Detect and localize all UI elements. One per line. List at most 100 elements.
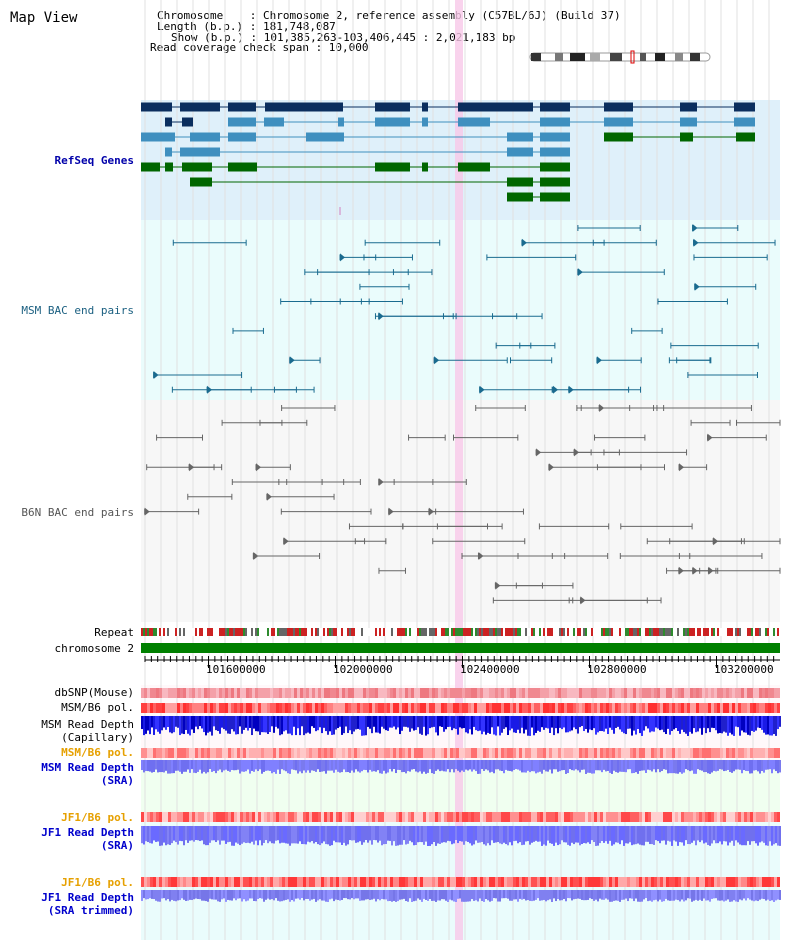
track-label-jf1-depth[interactable]: JF1 Read Depth xyxy=(41,826,134,839)
depth-bar xyxy=(755,760,757,771)
heat-cell xyxy=(414,703,417,713)
depth-bar xyxy=(525,890,527,901)
depth-bar xyxy=(279,826,281,844)
depth-bar xyxy=(757,826,759,846)
heat-cell xyxy=(375,877,378,887)
heat-cell xyxy=(399,877,402,887)
depth-bar xyxy=(625,760,627,773)
depth-bar xyxy=(699,716,701,729)
track-label-msm-pol-2[interactable]: MSM/B6 pol. xyxy=(61,746,134,759)
heat-cell xyxy=(534,748,537,758)
repeat-mark xyxy=(583,628,585,636)
depth-bar xyxy=(723,890,725,902)
repeat-mark xyxy=(573,628,575,636)
heat-cell xyxy=(546,877,549,887)
heat-cell xyxy=(675,703,678,713)
heat-cell xyxy=(246,688,249,698)
depth-bar xyxy=(587,890,589,900)
heat-cell xyxy=(453,877,456,887)
depth-bar xyxy=(331,716,333,735)
heat-cell xyxy=(261,748,264,758)
depth-bar xyxy=(435,716,437,733)
heat-cell xyxy=(459,688,462,698)
track-label-msm-sra[interactable]: MSM Read Depth xyxy=(41,761,134,774)
track-label-b6n-bac[interactable]: B6N BAC end pairs xyxy=(21,506,134,519)
depth-bar xyxy=(575,890,577,899)
heat-cell xyxy=(756,703,759,713)
heat-cell xyxy=(177,812,180,822)
heat-cell xyxy=(777,812,780,822)
track-label-msm-pol[interactable]: MSM/B6 pol. xyxy=(61,701,134,714)
heat-cell xyxy=(675,812,678,822)
heat-cell xyxy=(411,812,414,822)
heat-cell xyxy=(522,812,525,822)
depth-bar xyxy=(429,826,431,846)
track-label-jf1-pol[interactable]: JF1/B6 pol. xyxy=(61,811,134,824)
depth-bar xyxy=(697,826,699,841)
depth-bar xyxy=(403,826,405,841)
heat-cell xyxy=(651,877,654,887)
track-label-jf1-trim[interactable]: JF1 Read Depth xyxy=(41,891,134,904)
gene-exon xyxy=(604,132,633,142)
depth-bar xyxy=(377,890,379,900)
repeat-mark xyxy=(505,628,507,636)
heat-cell xyxy=(195,688,198,698)
depth-bar xyxy=(703,760,705,773)
track-label-msm-depth-cap[interactable]: MSM Read Depth xyxy=(41,718,134,731)
heat-cell xyxy=(672,703,675,713)
depth-bar xyxy=(577,760,579,771)
heat-cell xyxy=(285,748,288,758)
depth-bar xyxy=(523,890,525,899)
heat-cell xyxy=(543,748,546,758)
heat-cell xyxy=(735,688,738,698)
depth-bar xyxy=(715,760,717,772)
depth-bar xyxy=(653,826,655,845)
repeat-mark xyxy=(473,628,475,636)
heat-cell xyxy=(192,688,195,698)
heat-cell xyxy=(684,812,687,822)
depth-bar xyxy=(325,760,327,774)
depth-bar xyxy=(453,760,455,773)
depth-bar xyxy=(699,890,701,900)
track-label-jf1-pol-2[interactable]: JF1/B6 pol. xyxy=(61,876,134,889)
depth-bar xyxy=(365,890,367,900)
repeat-mark xyxy=(655,628,657,636)
heat-cell xyxy=(564,688,567,698)
heat-cell xyxy=(282,812,285,822)
depth-bar xyxy=(693,826,695,841)
track-label-msm-bac[interactable]: MSM BAC end pairs xyxy=(21,304,134,317)
depth-bar xyxy=(677,890,679,901)
depth-bar xyxy=(191,826,193,841)
heat-cell xyxy=(525,688,528,698)
depth-bar xyxy=(615,826,617,843)
heat-cell xyxy=(504,703,507,713)
depth-bar xyxy=(443,760,445,772)
track-label-refseq[interactable]: RefSeq Genes xyxy=(54,154,134,167)
track-label-dbsnp[interactable]: dbSNP(Mouse) xyxy=(54,686,134,699)
depth-bar xyxy=(655,890,657,900)
heat-cell xyxy=(378,748,381,758)
heat-cell xyxy=(603,748,606,758)
heat-cell xyxy=(189,748,192,758)
heat-cell xyxy=(375,688,378,698)
heat-cell xyxy=(150,703,153,713)
depth-bar xyxy=(669,890,671,901)
gene-exon xyxy=(680,117,697,127)
gene-exon xyxy=(165,147,172,157)
depth-bar xyxy=(319,890,321,900)
depth-bar xyxy=(387,716,389,731)
depth-bar xyxy=(401,760,403,773)
repeat-mark xyxy=(237,628,239,636)
heat-cell xyxy=(348,688,351,698)
depth-bar xyxy=(623,826,625,846)
depth-bar xyxy=(285,716,287,731)
heat-cell xyxy=(588,703,591,713)
repeat-mark xyxy=(561,628,563,636)
depth-bar xyxy=(775,826,777,844)
depth-bar xyxy=(195,890,197,899)
depth-bar xyxy=(259,826,261,841)
heat-cell xyxy=(414,748,417,758)
depth-bar xyxy=(665,890,667,899)
heat-cell xyxy=(771,703,774,713)
